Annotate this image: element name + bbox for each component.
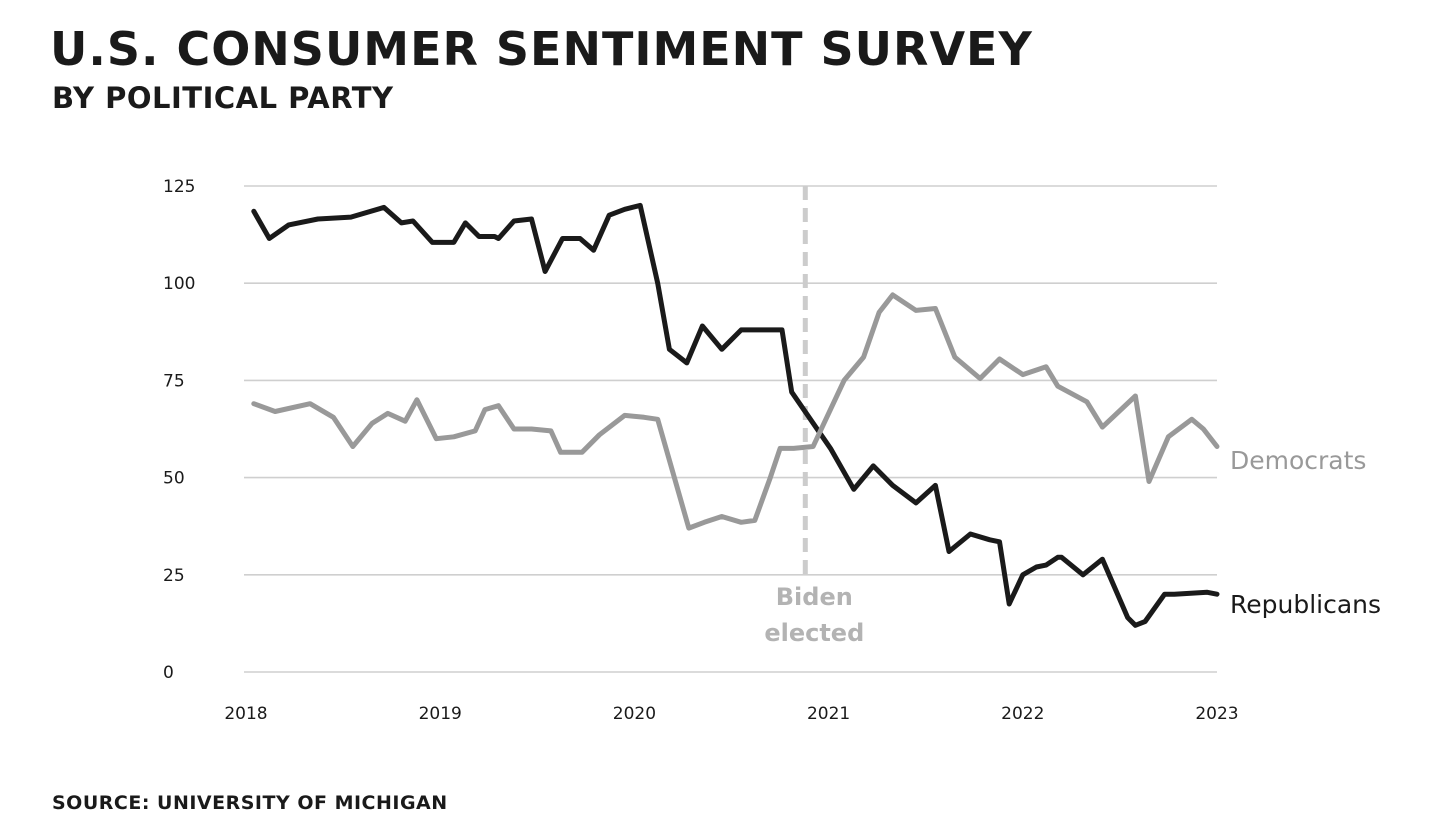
y-tick-label-25: 25 [163, 566, 185, 586]
chart-title: U.S. CONSUMER SENTIMENT SURVEY [50, 22, 1033, 76]
annotation-text-2: elected [764, 619, 864, 647]
series-label-republicans: Republicans [1230, 590, 1381, 619]
y-tick-label-0: 0 [163, 663, 174, 683]
series-line-democrats [251, 292, 1220, 531]
x-tick-label-2018: 2018 [224, 704, 267, 724]
x-tick-label-2019: 2019 [419, 704, 462, 724]
y-tick-label-125: 125 [163, 177, 195, 197]
y-axis-ticks: 0 25 50 75 100 125 [163, 177, 195, 683]
y-tick-label-50: 50 [163, 469, 185, 489]
x-tick-label-2022: 2022 [1001, 704, 1044, 724]
grid-lines [244, 185, 1217, 673]
chart-subtitle: BY POLITICAL PARTY [52, 81, 394, 115]
x-tick-label-2021: 2021 [807, 704, 850, 724]
annotation-layer: Biden elected [764, 186, 864, 647]
series-label-democrats: Democrats [1230, 446, 1366, 475]
series-layer [251, 202, 1220, 628]
x-tick-label-2023: 2023 [1195, 704, 1238, 724]
y-tick-label-100: 100 [163, 274, 195, 294]
series-line-republicans [251, 202, 1220, 628]
source-note: SOURCE: UNIVERSITY OF MICHIGAN [52, 792, 448, 814]
annotation-text-1: Biden [776, 583, 853, 611]
y-tick-label-75: 75 [163, 371, 185, 391]
series-labels: Democrats Republicans [1230, 446, 1381, 619]
x-tick-label-2020: 2020 [613, 704, 656, 724]
x-axis-ticks: 2018 2019 2020 2021 2022 2023 [224, 704, 1238, 724]
